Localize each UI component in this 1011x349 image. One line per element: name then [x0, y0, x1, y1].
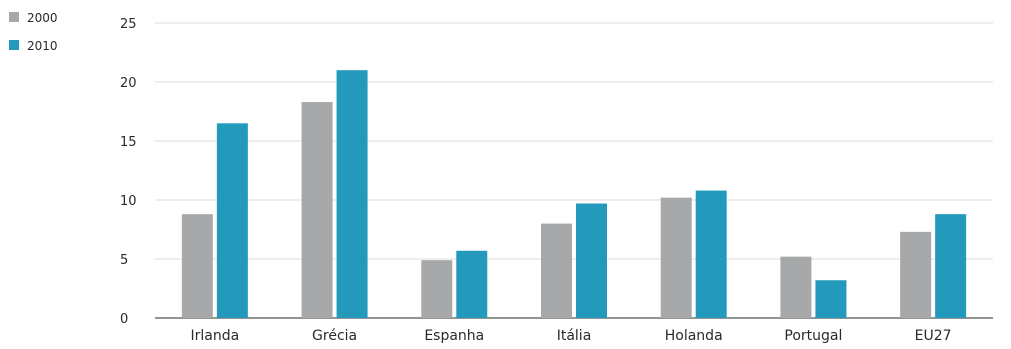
- legend-label: 2000: [27, 11, 58, 25]
- x-tick-label: Espanha: [424, 328, 484, 344]
- x-axis-ticks: Irlanda Grécia Espanha Itália Holanda Portuga…: [191, 328, 952, 344]
- y-tick-label: 20: [120, 76, 137, 91]
- legend-label: 2010: [27, 39, 58, 53]
- bar-2010-itália: [576, 203, 607, 318]
- bar-2000-grécia: [301, 102, 333, 318]
- x-tick-label: Irlanda: [191, 328, 240, 344]
- x-tick-label: Holanda: [665, 328, 723, 344]
- y-tick-label: 10: [120, 194, 137, 209]
- bar-2010-espanha: [456, 250, 488, 318]
- legend-swatch-2000: [9, 12, 19, 22]
- bar-2010-portugal: [815, 280, 847, 318]
- bar-2000-irlanda: [181, 214, 213, 318]
- y-tick-label: 5: [120, 253, 128, 268]
- x-tick-label: Grécia: [312, 328, 357, 344]
- bars: [181, 70, 967, 318]
- x-tick-label: EU27: [915, 328, 952, 344]
- bar-2000-holanda: [660, 197, 692, 318]
- legend: 2000 2010: [9, 11, 58, 53]
- legend-swatch-2010: [9, 40, 19, 50]
- grid-lines: [155, 22, 993, 319]
- bar-2000-eu27: [900, 231, 932, 318]
- bar-2010-holanda: [695, 190, 727, 318]
- bar-2000-itália: [541, 223, 572, 318]
- y-tick-label: 0: [120, 312, 128, 327]
- bar-2000-espanha: [421, 260, 453, 318]
- y-tick-label: 25: [120, 17, 137, 32]
- x-tick-label: Itália: [557, 328, 592, 344]
- bar-2010-eu27: [935, 214, 967, 318]
- bar-2010-irlanda: [216, 123, 248, 318]
- y-tick-label: 15: [120, 135, 137, 150]
- bar-2000-portugal: [780, 256, 812, 318]
- bar-2010-grécia: [336, 70, 368, 318]
- y-axis-ticks: 0 5 10 15 20 25: [120, 17, 137, 327]
- x-tick-label: Portugal: [784, 328, 842, 344]
